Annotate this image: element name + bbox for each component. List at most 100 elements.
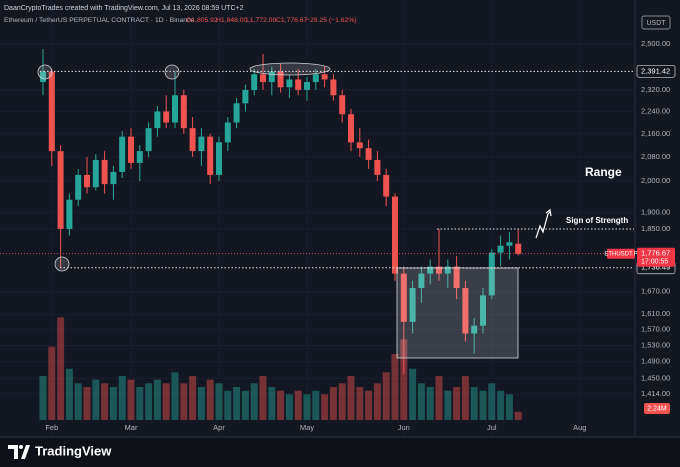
ticker-box (607, 248, 635, 259)
candle-body (75, 174, 82, 200)
y-tick-label: 1,850.00 (641, 224, 670, 233)
volume-bar (321, 394, 329, 420)
volume-label-box (644, 403, 670, 414)
volume-bar (365, 390, 373, 420)
x-tick-label: Jul (487, 423, 497, 432)
candle-body (436, 266, 442, 274)
candle-body (444, 266, 451, 274)
strength-arrow (535, 211, 551, 239)
level-label: 1,736.49 (641, 263, 670, 272)
volume-bar (162, 383, 170, 420)
y-tick-label: 2,500.00 (641, 39, 670, 48)
candle-body (119, 136, 126, 172)
volume-bar (250, 383, 258, 420)
volume-bar (224, 390, 232, 420)
y-tick-label: 2,240.00 (641, 106, 670, 115)
volume-bar (136, 387, 144, 420)
volume-bar (92, 379, 100, 420)
candle-body (321, 74, 328, 80)
range-box (396, 267, 519, 359)
logo-icon (8, 445, 30, 459)
volume-bar (382, 372, 390, 420)
y-tick-label: 1,450.00 (641, 373, 670, 382)
volume-bar (373, 383, 381, 420)
candle-body (207, 136, 214, 175)
volume-bar (285, 394, 293, 420)
candle-body (356, 142, 363, 149)
volume-bar (189, 376, 197, 420)
volume-bar (417, 383, 425, 420)
volume-bar (109, 387, 117, 420)
candle-body (172, 95, 178, 123)
volume-bar (347, 376, 355, 420)
candle-body (145, 128, 152, 152)
candle-body (277, 71, 284, 88)
volume-label: 2.24M (647, 405, 667, 412)
volume-pane (39, 317, 522, 420)
x-tick-label: Apr (213, 423, 225, 432)
countdown: 17:00:55 (641, 259, 668, 266)
ohlc-value: H1,848.00 (216, 17, 248, 24)
y-tick-label: 1,530.00 (641, 340, 670, 349)
volume-bar (461, 376, 469, 420)
candle-body (471, 325, 478, 334)
x-tick-label: Jun (398, 423, 410, 432)
volume-bar (57, 317, 65, 420)
x-tick-label: May (300, 423, 314, 432)
candle-body (66, 199, 73, 229)
y-tick-label: 1,610.00 (641, 309, 670, 318)
volume-bar (39, 376, 47, 420)
candle-body (330, 79, 337, 96)
candle-body (216, 142, 222, 175)
annotation-strength: Sign of Strength (566, 216, 628, 225)
volume-bar (356, 387, 364, 420)
candle-body (40, 71, 46, 83)
level-label: 2,391.42 (641, 66, 670, 75)
marker-circle (37, 64, 53, 80)
volume-bar (215, 383, 223, 420)
volume-bar (74, 383, 82, 420)
candle-body (480, 295, 486, 326)
logo-dot (19, 445, 23, 449)
annotation-range: Range (585, 165, 622, 179)
y-tick-label: 2,000.00 (641, 176, 670, 185)
y-tick-label: 2,080.00 (641, 152, 670, 161)
candle-body (189, 128, 196, 152)
candle-body (304, 82, 310, 90)
candle-body (57, 151, 64, 229)
currency-box (641, 15, 671, 30)
candle-body (497, 245, 504, 253)
candle-body (242, 89, 249, 104)
header: DaanCryptoTrades created with TradingVie… (4, 5, 244, 12)
x-tick-label: Aug (573, 423, 586, 432)
footer (0, 438, 680, 467)
y-tick-label: 1,490.00 (641, 357, 670, 366)
volume-bar (277, 390, 285, 420)
grid: Feb Mar Apr May Jun Jul Aug (0, 0, 634, 437)
y-tick-label: 1,900.00 (641, 208, 670, 217)
candle-body (154, 111, 161, 129)
volume-bar (303, 394, 311, 420)
candle-body (418, 273, 425, 289)
volume-bar (145, 383, 153, 420)
marker-circle (54, 256, 70, 272)
candle-body (260, 74, 266, 83)
volume-bar (180, 383, 188, 420)
volume-bar (435, 376, 443, 420)
candle-body (224, 122, 231, 143)
volume-bar (497, 390, 505, 420)
y-tick-label: 2,320.00 (641, 85, 670, 94)
volume-bar (294, 390, 302, 420)
volume-bar (83, 387, 91, 420)
candle-body (251, 74, 258, 90)
volume-bar (153, 379, 161, 420)
volume-bar (444, 390, 452, 420)
currency: USDT (646, 20, 666, 27)
candle-body (92, 159, 99, 188)
candle-body (339, 95, 346, 115)
volume-bar (206, 379, 214, 420)
volume-bar (101, 383, 109, 420)
candle-body (392, 196, 398, 274)
